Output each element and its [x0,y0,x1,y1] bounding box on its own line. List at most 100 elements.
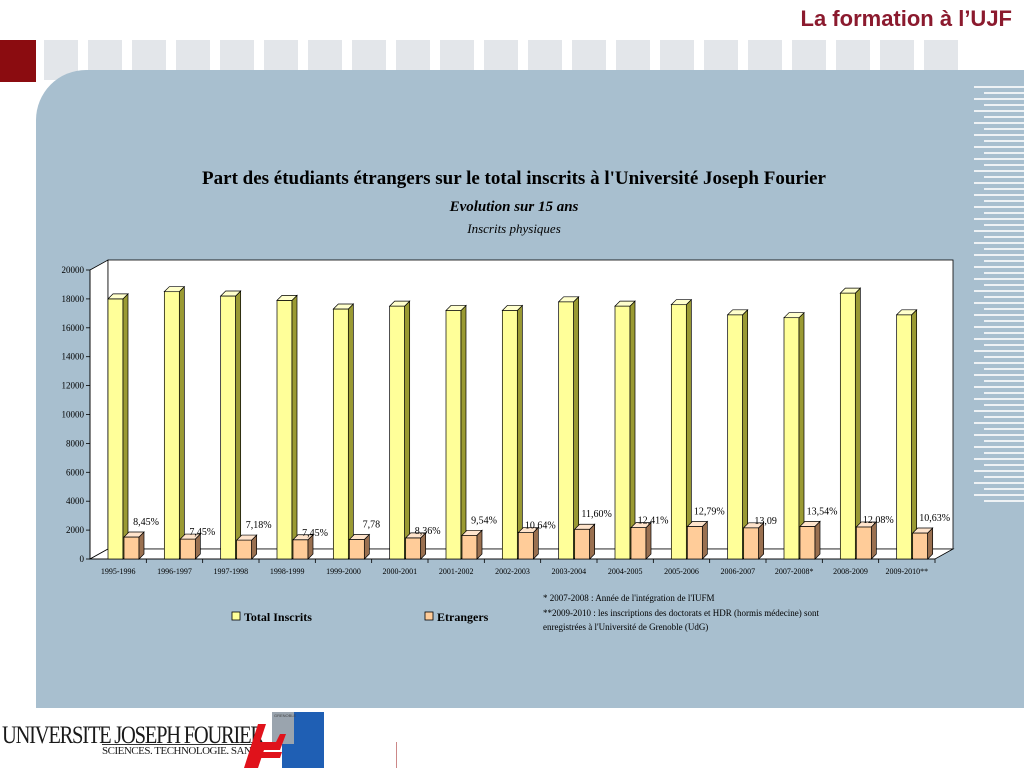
data-label: 13,54% [807,506,838,517]
stripe [974,374,1024,376]
stripe [974,410,1024,412]
bar-total-front [558,301,575,560]
bar-total-top [107,293,129,300]
bar-etrangers-top [235,534,258,541]
stripe [984,380,1024,382]
bar-total [726,308,749,560]
x-tick-label: 1996-1997 [157,567,192,576]
note-3: enregistrées à l'Université de Grenoble … [543,622,708,632]
bar-total-top [501,305,524,311]
bar-etrangers [235,534,258,560]
bar-etrangers-front [461,534,478,560]
y-tick-label: 6000 [66,467,85,477]
stripe [984,260,1024,262]
bar-etrangers [911,527,934,560]
bar-total-front [276,299,293,560]
stripe [984,272,1024,274]
x-tick-label: 2005-2006 [664,567,699,576]
data-label: 10,63% [919,513,950,524]
bar-total-top [614,300,636,307]
stripe [974,290,1024,292]
bar-total [219,290,242,560]
bar-total-top [388,300,411,307]
bar-total-front [727,314,744,560]
stripe [984,92,1024,94]
bar-total-side [235,290,242,560]
red-accent-square [0,40,36,82]
data-label: 8,45% [133,517,159,528]
bar-total [895,308,918,560]
stripe [984,428,1024,430]
bar-total-front [389,305,406,560]
bar-etrangers-top [517,527,540,533]
bar-total [670,298,693,560]
bar-etrangers-front [630,527,647,560]
bar-total-front [839,292,856,560]
stripe [984,464,1024,466]
data-label: 13,09 [754,516,777,527]
x-tick-label: 2008-2009 [833,567,868,576]
data-label: 9,54% [471,515,497,526]
stripe [984,392,1024,394]
bar-etrangers-top [404,532,427,539]
x-tick-label: 2003-2004 [551,567,586,576]
bar-etrangers-side [645,521,652,560]
stripe [974,98,1024,100]
chart-subtitle: Evolution sur 15 ans [449,199,579,215]
bar-etrangers-top [348,534,371,540]
bar-etrangers [348,533,371,560]
stripe [984,500,1024,502]
bar-etrangers-top [630,522,652,528]
chart-notes: * 2007-2008 : Année de l'intégration de … [543,593,819,632]
bar-total-top [726,309,749,316]
x-tick-label: 1995-1996 [101,567,136,576]
stripe [974,86,1024,88]
x-tick-label: 2007-2008* [775,567,814,576]
y-tick-label: 4000 [66,496,85,506]
bar-total-side [516,304,523,560]
data-label: 12,79% [694,506,725,517]
stripe [984,416,1024,418]
y-tick-label: 14000 [62,352,85,362]
plot-back-wall [107,259,954,550]
stripe [974,338,1024,340]
y-tick-label: 8000 [66,438,85,448]
stripe [974,362,1024,364]
x-tick-label: 1998-1999 [270,567,305,576]
bar-etrangers-front [743,527,760,560]
bar-total-front [163,291,180,560]
bar-total [332,303,355,560]
stripe [974,446,1024,448]
bar-etrangers-top [179,533,202,540]
bar-total [557,295,580,560]
bar-total-side [685,298,692,560]
stripe [984,356,1024,358]
university-logo-subtitle: SCIENCES. TECHNOLOGIE. SANTÉ [102,744,264,757]
stripe [984,176,1024,178]
stripe [984,224,1024,226]
y-tick-label: 16000 [62,323,85,333]
x-axis-ticks: 1995-1996 1996-1997 1997-1998 1998-1999 1999… [101,559,936,576]
chart-subsubtitle: Inscrits physiques [466,221,561,236]
bar-total-front [670,304,687,560]
bar-etrangers-front [855,526,872,560]
stripe [984,164,1024,166]
bar-total-front [896,314,913,560]
stripe [984,236,1024,238]
bar-etrangers [686,520,709,560]
stripe [974,146,1024,148]
bar-etrangers [461,529,483,560]
legend-label-etrangers: Etrangers [437,610,489,624]
stripe [974,278,1024,280]
bar-etrangers-front [292,539,309,560]
bar-total-top [783,312,805,319]
y-tick-label: 10000 [62,410,85,420]
bar-total [445,304,467,560]
stripe [974,266,1024,268]
stripe [974,170,1024,172]
bar-etrangers-side [814,520,821,560]
x-tick-label: 2001-2002 [439,567,474,576]
stripe [984,140,1024,142]
bar-total-top [219,290,242,297]
